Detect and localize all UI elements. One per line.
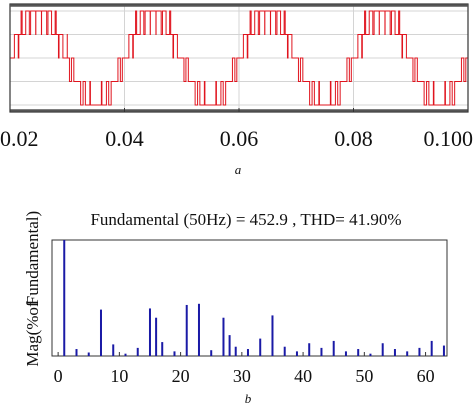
panel-b-bar-h55	[393, 349, 396, 356]
panel-a-label: a	[235, 162, 242, 177]
panel-a-series-line	[10, 10, 469, 106]
panel-a-x-tick-label-0: 0.02	[0, 126, 39, 151]
panel-b-bar-h28	[228, 335, 231, 356]
panel-b-bar-h43	[320, 347, 323, 356]
panel-b-bar-h21	[185, 304, 188, 356]
panel-b-bar-h1	[63, 240, 66, 356]
panel-a-x-tick-label-2: 0.06	[220, 126, 259, 151]
panel-b-bar-h29	[234, 346, 237, 356]
panel-b-bar-h25	[210, 350, 213, 356]
panel-b-bar-h41	[308, 343, 311, 356]
panel-a-x-tick-label-4: 0.100	[424, 126, 474, 151]
panel-b-bar-h39	[295, 351, 298, 356]
panel-b-bar-h49	[357, 349, 360, 356]
panel-b-bar-h17	[161, 342, 164, 356]
panel-b-bar-h9	[112, 344, 115, 356]
panel-b-bar-h35	[271, 315, 274, 356]
panel-b-bar-h11	[124, 353, 127, 356]
panel-b-bar-h59	[418, 347, 421, 356]
panel-b-bar-h19	[173, 351, 176, 356]
panel-b-bar-h7	[99, 309, 102, 356]
panel-a-x-tick-label-1: 0.04	[105, 126, 144, 151]
panel-b-plot-area	[51, 239, 448, 357]
panel-a-x-tick-label-3: 0.08	[334, 126, 373, 151]
panel-b-bar-h53	[381, 343, 384, 356]
panel-b-x-tick-label-4: 40	[294, 366, 312, 386]
panel-b-bar-h15	[148, 308, 151, 356]
panel-b-x-tick-label-2: 20	[172, 366, 190, 386]
panel-b-bar-h13	[136, 347, 139, 356]
panel-b-x-tick-label-0: 0	[54, 366, 63, 386]
panel-b-label: b	[245, 391, 252, 405]
panel-b-bar-chart: 0 10 20 30 40 50 60	[51, 239, 448, 386]
panel-b-bar-h5	[87, 352, 90, 356]
panel-b-x-tick-label-5: 50	[355, 366, 373, 386]
panel-b-bar-h47	[344, 351, 347, 356]
panel-b-bar-h31	[246, 349, 249, 356]
panel-b-bar-h33	[259, 338, 262, 356]
panel-a-line-chart: 0.02 0.04 0.06 0.08 0.100	[0, 3, 474, 151]
panel-b-ylabel-line-1: Mag(%of	[23, 301, 42, 366]
panel-b-bar-h51	[369, 353, 372, 356]
panel-b-title: Fundamental (50Hz) = 452.9 , THD= 41.90%	[90, 210, 401, 229]
panel-b-x-tick-label-6: 60	[417, 366, 435, 386]
panel-b-ylabel-line-2: Fundamental)	[23, 211, 42, 305]
panel-b-x-tick-label-3: 30	[233, 366, 251, 386]
panel-b-bar-h37	[283, 346, 286, 356]
panel-b-bar-h3	[75, 349, 78, 356]
panel-b-x-tick-label-1: 10	[110, 366, 128, 386]
panel-b-bar-h16	[155, 317, 158, 356]
panel-b-bar-h23	[197, 303, 200, 356]
panel-b-bar-h45	[332, 340, 335, 356]
panel-b-bar-h61	[430, 340, 433, 356]
panel-b-bar-h63	[442, 345, 445, 356]
panel-b-bar-h57	[406, 351, 409, 356]
panel-b-bar-h27	[222, 317, 225, 356]
